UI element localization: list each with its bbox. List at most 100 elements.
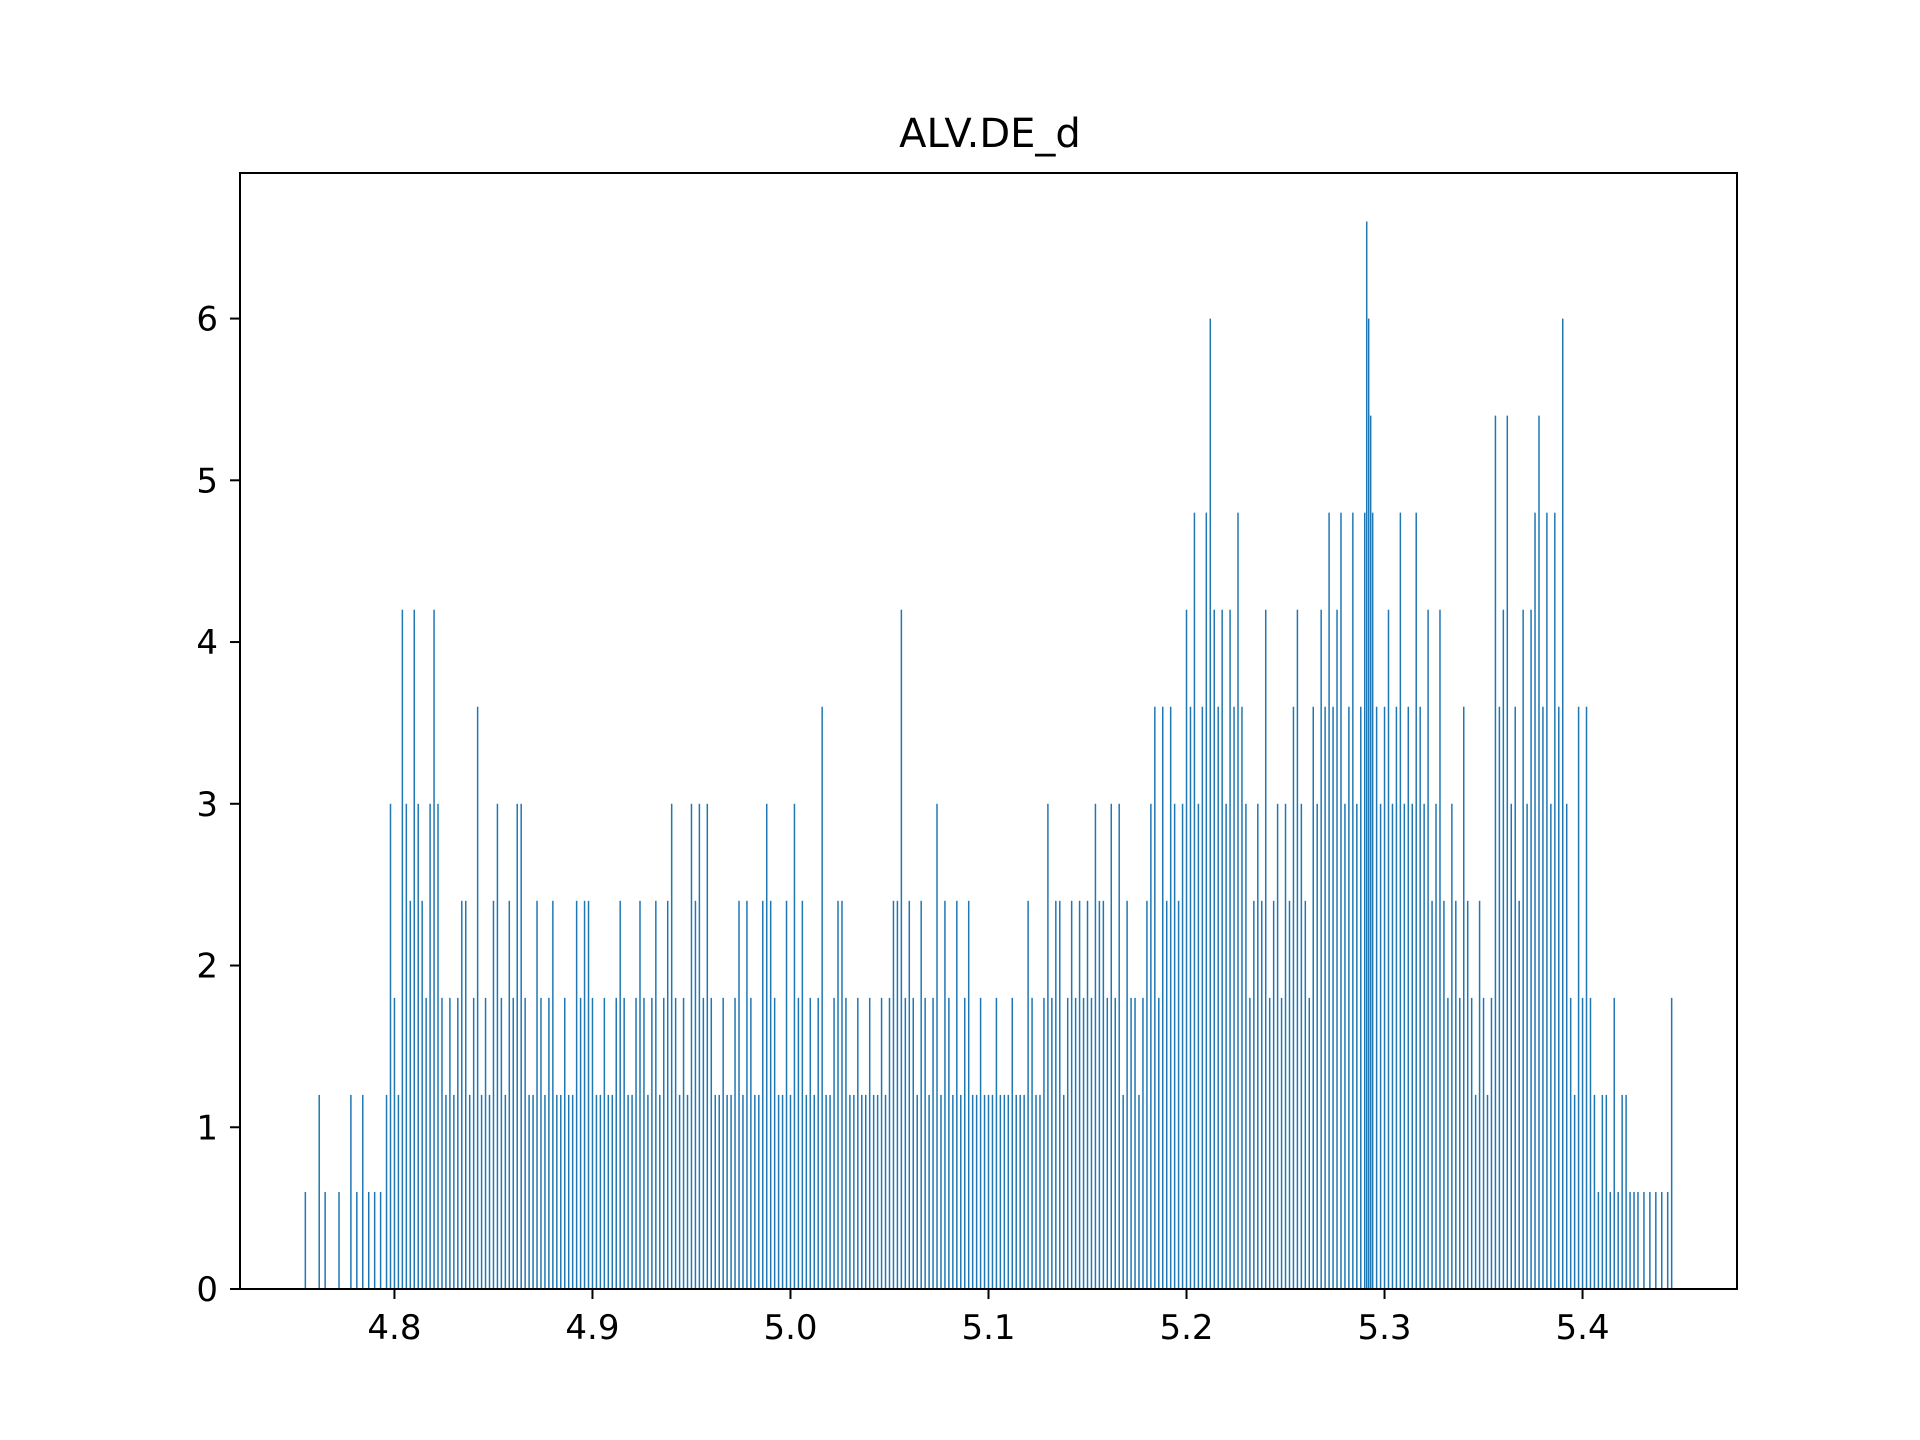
histogram-bar <box>1233 706 1235 1289</box>
histogram-bar <box>567 1094 570 1289</box>
histogram-bar <box>868 997 871 1289</box>
histogram-bar <box>401 609 404 1289</box>
histogram-bar <box>1249 997 1251 1289</box>
histogram-bar <box>1253 900 1255 1289</box>
histogram-bar <box>1189 706 1192 1289</box>
histogram-bar <box>1360 706 1362 1289</box>
histogram-bar <box>1225 803 1227 1289</box>
histogram-bar <box>1655 1191 1657 1289</box>
histogram-bar <box>1459 997 1461 1289</box>
histogram-bar <box>1158 997 1160 1289</box>
histogram-bar <box>389 803 392 1289</box>
histogram-bar <box>433 609 435 1289</box>
histogram-bar <box>912 997 914 1289</box>
histogram-bar <box>1621 1094 1623 1289</box>
histogram-bar <box>536 900 538 1289</box>
histogram-bar <box>1534 512 1536 1289</box>
histogram-bar <box>619 900 621 1289</box>
chart-title: ALV.DE_d <box>899 111 1081 157</box>
histogram-bar <box>936 803 938 1289</box>
histogram-bar <box>1629 1191 1631 1289</box>
histogram-bar <box>1474 1094 1477 1289</box>
histogram-bar <box>639 900 641 1289</box>
histogram-bar <box>734 997 736 1289</box>
histogram-bar <box>1506 415 1509 1289</box>
histogram-bar <box>1114 997 1116 1289</box>
histogram-bar <box>651 997 653 1289</box>
histogram-bar <box>1169 706 1172 1289</box>
histogram-bar <box>556 1094 558 1289</box>
histogram-bar <box>607 1094 610 1289</box>
histogram-bar <box>1371 512 1374 1289</box>
x-tick-label: 4.9 <box>565 1308 619 1348</box>
histogram-bar <box>702 997 705 1289</box>
histogram-bar <box>1320 609 1322 1289</box>
histogram-bar <box>1268 997 1271 1289</box>
histogram-bar <box>1078 900 1081 1289</box>
histogram-bar <box>1375 706 1378 1289</box>
histogram-bar <box>876 1094 879 1289</box>
histogram-bar <box>1637 1191 1639 1289</box>
histogram-bar <box>872 1094 875 1289</box>
histogram-bar <box>706 803 709 1289</box>
histogram-bar <box>682 997 685 1289</box>
histogram-bar <box>813 1094 815 1289</box>
histogram-bar <box>777 1094 780 1289</box>
histogram-bar <box>643 997 645 1289</box>
histogram-bar <box>1455 900 1457 1289</box>
histogram-bar <box>845 997 847 1289</box>
histogram-bar <box>1126 900 1128 1289</box>
histogram-bar <box>908 900 911 1289</box>
histogram-bar <box>1510 803 1513 1289</box>
histogram-bar <box>1035 1094 1037 1289</box>
histogram-bar <box>524 997 526 1289</box>
histogram-bar <box>560 1094 562 1289</box>
histogram-bar <box>825 1094 827 1289</box>
histogram-bar <box>1316 803 1318 1289</box>
histogram-bar <box>413 609 415 1289</box>
histogram-bar <box>659 1094 661 1289</box>
histogram-bar <box>587 900 590 1289</box>
histogram-bar <box>599 1094 602 1289</box>
histogram-bar <box>508 900 511 1289</box>
histogram-bar <box>1470 997 1473 1289</box>
histogram-bar <box>979 997 982 1289</box>
histogram-bar <box>437 803 439 1289</box>
histogram-bar <box>1066 997 1069 1289</box>
histogram-bar <box>393 997 396 1289</box>
histogram-bar <box>952 1094 954 1289</box>
histogram-bar <box>678 1094 681 1289</box>
histogram-bar <box>789 1094 792 1289</box>
histogram-bar <box>1106 997 1109 1289</box>
histogram-bar <box>857 997 859 1289</box>
histogram-bar <box>492 900 495 1289</box>
histogram-bar <box>1007 1094 1010 1289</box>
histogram-bar <box>1352 512 1354 1289</box>
histogram-bar <box>1518 900 1520 1289</box>
histogram-bar <box>1213 609 1215 1289</box>
histogram-bar <box>1546 512 1548 1289</box>
histogram-bar <box>1542 706 1544 1289</box>
histogram-bar <box>1336 609 1338 1289</box>
histogram-bar <box>1344 803 1346 1289</box>
histogram-bar <box>841 900 843 1289</box>
histogram-bar <box>631 1094 633 1289</box>
histogram-bar <box>379 1191 382 1289</box>
histogram-bar <box>1379 803 1382 1289</box>
histogram-bar <box>532 1094 534 1289</box>
histogram-bar <box>528 1094 530 1289</box>
histogram-bar <box>318 1094 320 1289</box>
histogram-bar <box>754 1094 756 1289</box>
x-tick-label: 5.1 <box>961 1308 1015 1348</box>
histogram-bar <box>1284 803 1287 1289</box>
histogram-bar <box>932 997 934 1289</box>
histogram-bar <box>805 1094 808 1289</box>
histogram-bar <box>1102 900 1105 1289</box>
histogram-bar <box>367 1191 370 1289</box>
histogram-bar <box>928 1094 930 1289</box>
histogram-bar <box>1407 706 1410 1289</box>
histogram-bar <box>1209 318 1212 1289</box>
histogram-bar <box>829 1094 831 1289</box>
histogram-bar <box>1367 318 1370 1289</box>
histogram-bar <box>1098 900 1101 1289</box>
